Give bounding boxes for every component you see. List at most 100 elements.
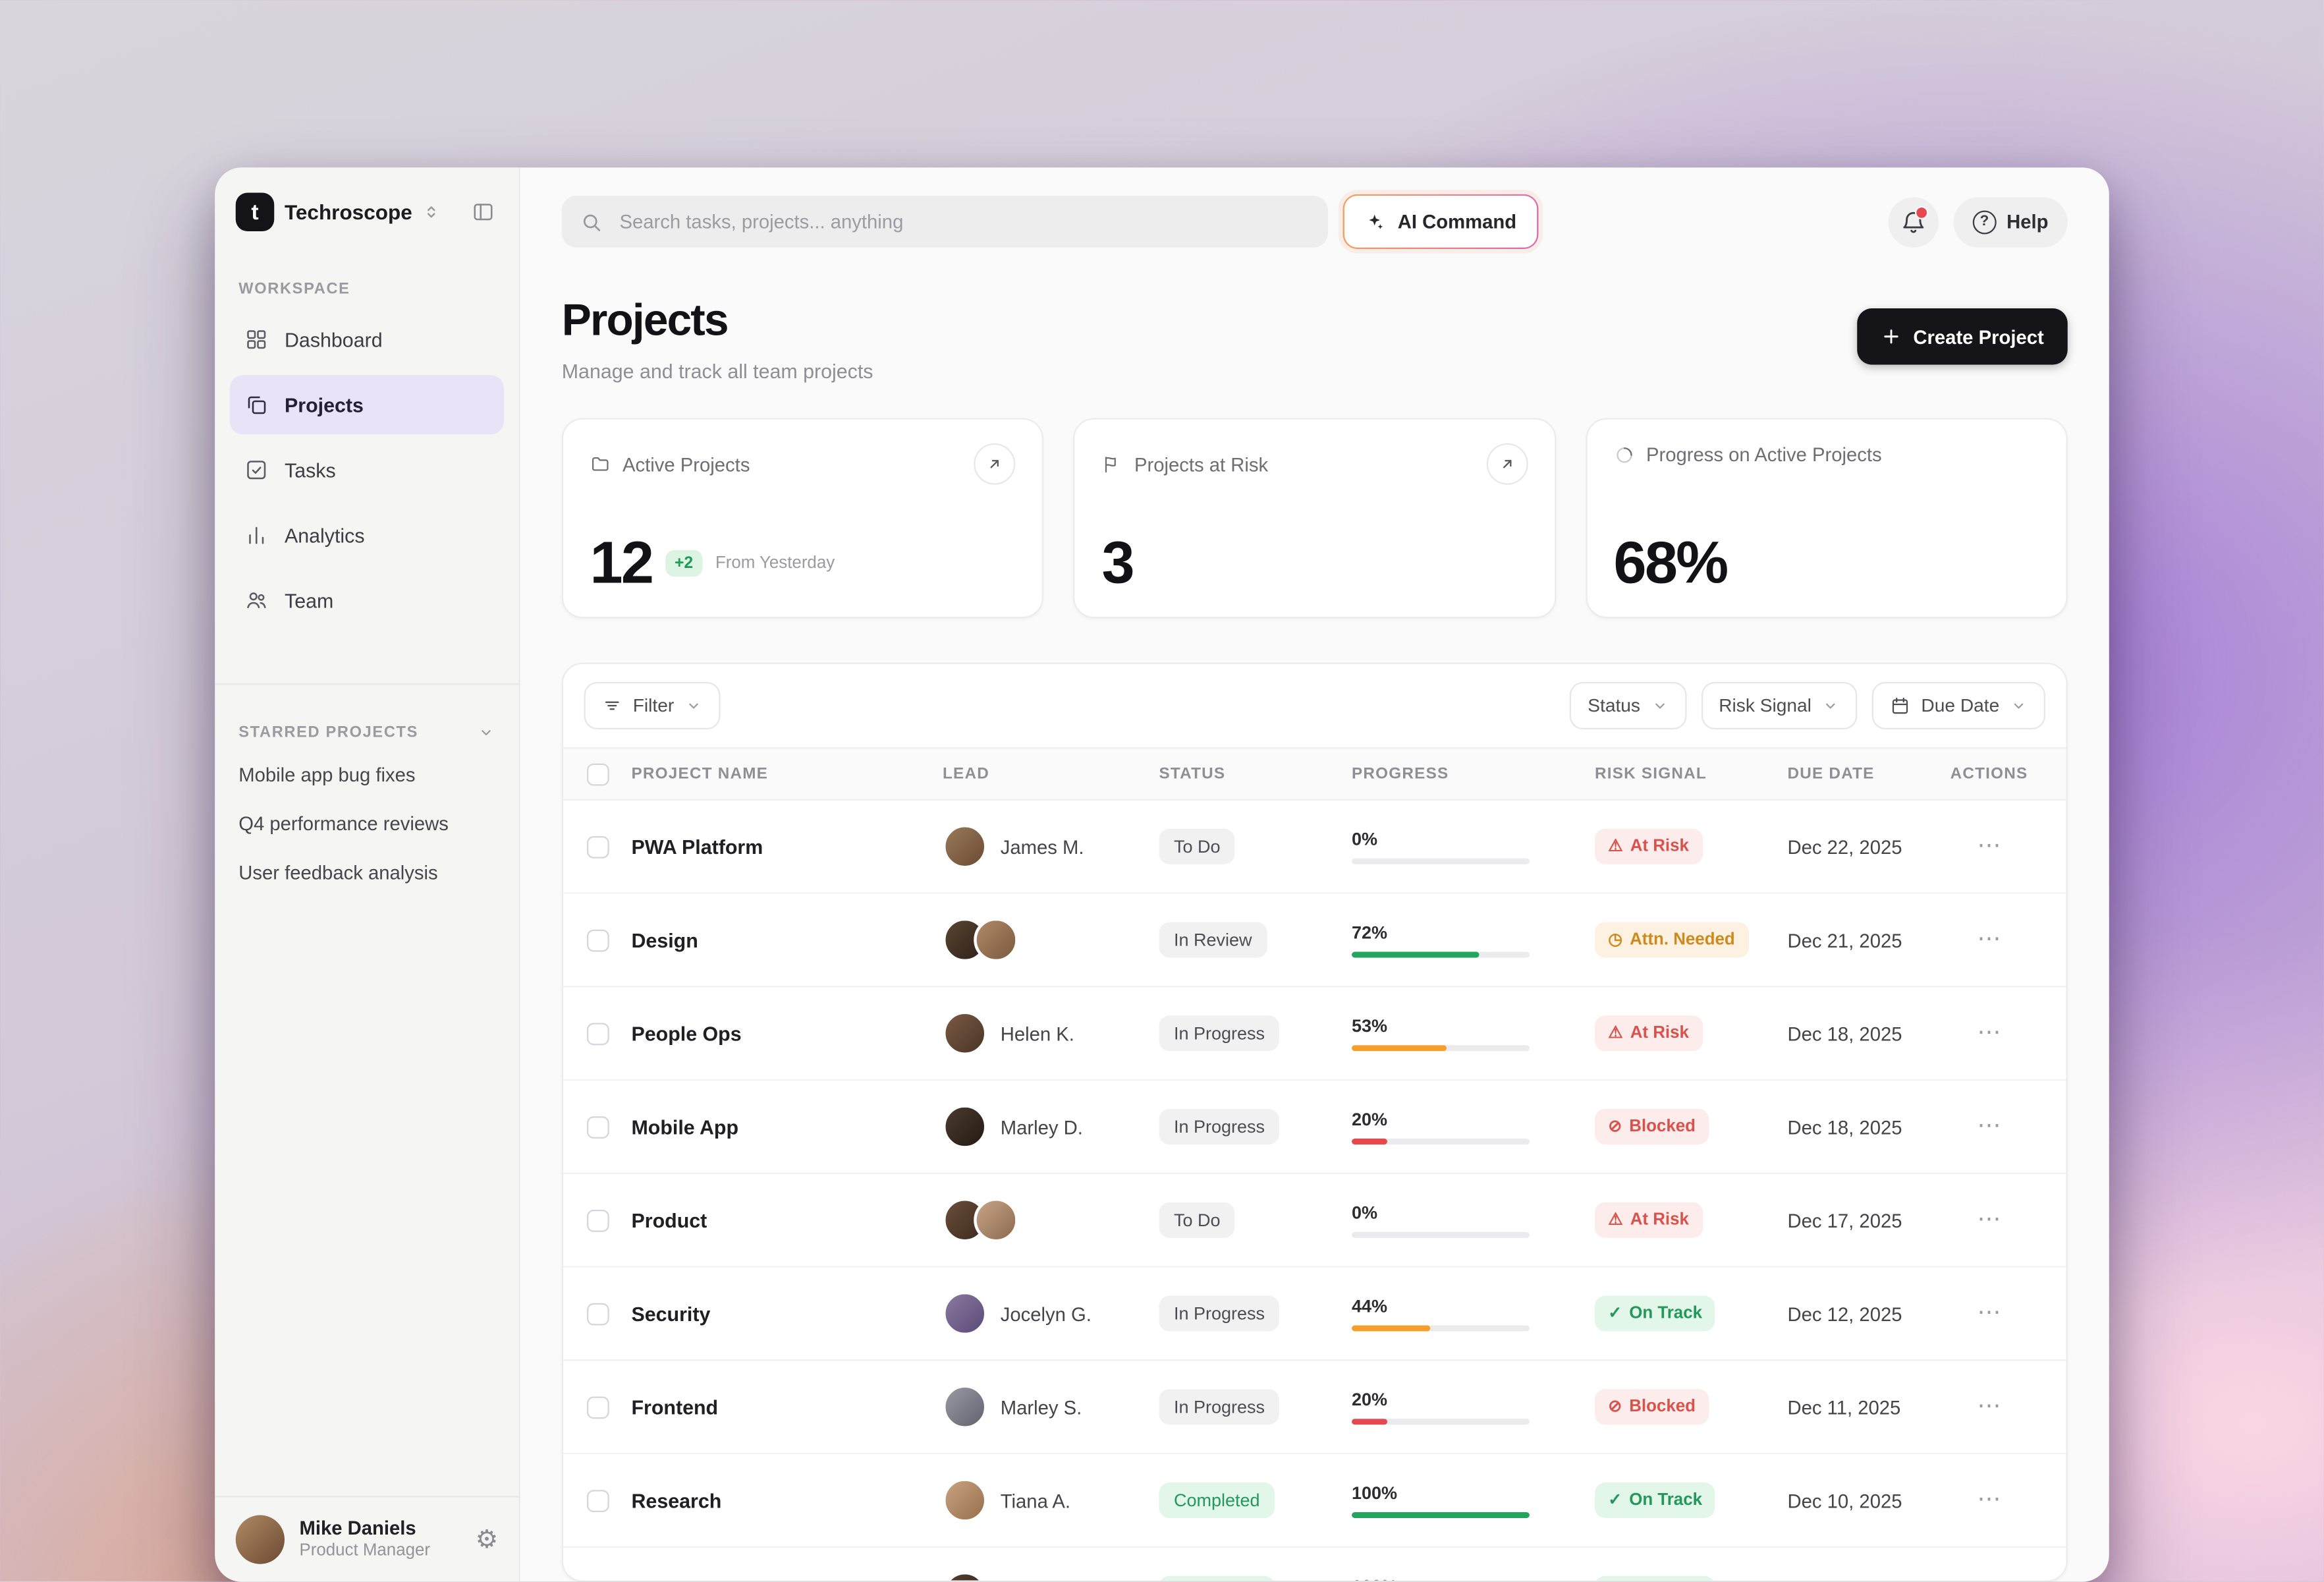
app-logo: t [235,192,275,231]
analytics-icon [244,523,268,547]
due-date-filter-dropdown[interactable]: Due Date [1872,682,2045,729]
workspace-switcher[interactable]: t Techroscope [215,188,518,236]
page-subtitle: Manage and track all team projects [561,360,873,383]
starred-project-item[interactable]: Q4 performance reviews [238,812,449,835]
progress-label: 72% [1352,922,1388,944]
filter-button[interactable]: Filter [584,682,721,729]
project-name: Frontend [631,1396,719,1419]
row-actions-button[interactable]: ⋯ [1977,1394,2001,1419]
sidebar-collapse-button[interactable] [468,197,498,227]
column-header: ACTIONS [1950,765,2028,783]
notification-dot [1914,205,1928,219]
row-checkbox[interactable] [587,1116,609,1138]
stat-cards: Active Projects 12 +2 From Yesterday Pro… [561,418,2068,619]
progress-track [1352,858,1530,864]
table-row[interactable]: Design In Review 72% ◷ Attn. Needed Dec 2… [563,893,2066,988]
user-profile[interactable]: Mike Daniels Product Manager ⚙ [215,1496,519,1582]
row-checkbox[interactable] [587,1022,609,1045]
risk-badge: ⚠ At Risk [1595,1015,1703,1052]
sidebar-item-dashboard[interactable]: Dashboard [230,310,504,369]
starred-projects-header[interactable]: STARRED PROJECTS [215,723,518,741]
starred-project-item[interactable]: Mobile app bug fixes [238,763,416,786]
chevron-down-icon[interactable] [478,723,495,741]
tasks-icon [244,458,268,482]
search-input[interactable] [617,209,1310,235]
stat-card-active-projects: Active Projects 12 +2 From Yesterday [561,418,1044,619]
row-checkbox[interactable] [587,928,609,951]
risk-icon: ⊘ [1608,1117,1622,1135]
projects-table: Filter Status Risk Signal [561,662,2068,1582]
table-row[interactable]: Mobile App Marley D. In Progress 20% ⊘ Bl… [563,1081,2066,1174]
due-date: Dec 17, 2025 [1787,1208,1902,1231]
notifications-button[interactable] [1888,196,1939,247]
folder-icon [590,454,611,475]
risk-icon: ⚠ [1608,1210,1623,1229]
chevrons-up-down-icon[interactable] [422,203,440,221]
lead-name: James M. [1000,835,1084,858]
sidebar-item-team[interactable]: Team [230,571,504,630]
lead-avatars [943,1011,987,1056]
table-toolbar: Filter Status Risk Signal [563,664,2066,747]
sparkle-icon [1365,212,1386,233]
help-icon: ? [1972,210,1997,234]
avatar [943,1571,987,1581]
row-actions-button[interactable]: ⋯ [1977,1486,2001,1512]
progress-cell: 44% [1352,1296,1530,1332]
sidebar-item-label: Dashboard [285,328,383,351]
avatar [943,1478,987,1523]
ai-command-button[interactable]: AI Command [1343,194,1539,249]
row-actions-button[interactable]: ⋯ [1977,833,2001,859]
workspace-section-label: WORKSPACE [238,280,350,298]
row-checkbox[interactable] [587,1396,609,1419]
status-badge: Completed [1159,1575,1275,1581]
column-header: PROJECT NAME [631,765,769,783]
chevron-down-icon [2010,697,2028,715]
select-all-checkbox[interactable] [587,762,609,785]
risk-badge: ✓On Track [1595,1575,1716,1581]
sidebar-item-analytics[interactable]: Analytics [230,505,504,565]
table-row[interactable]: Frontend Marley S. In Progress 20% ⊘ Bloc… [563,1361,2066,1455]
sidebar-item-tasks[interactable]: Tasks [230,440,504,499]
project-name: Mobile App [631,1116,739,1138]
progress-label: 0% [1352,1202,1378,1224]
risk-badge: ⊘ Blocked [1595,1389,1709,1425]
stat-delta-badge: +2 [665,550,702,577]
settings-gear-icon[interactable]: ⚙ [475,1525,498,1554]
create-project-button[interactable]: Create Project [1856,308,2068,365]
open-stat-button[interactable] [974,443,1016,485]
table-row[interactable]: Product To Do 0% ⚠ At Risk Dec 17, 2025 ⋯ [563,1174,2066,1268]
row-checkbox[interactable] [587,835,609,858]
open-stat-button[interactable] [1485,443,1528,485]
due-date: Dec 18, 2025 [1787,1116,1902,1138]
lead-name: Tiana A. [1000,1489,1070,1511]
row-actions-button[interactable]: ⋯ [1977,926,2001,952]
lead-name: Marley S. [1000,1396,1082,1419]
table-row[interactable]: HR Portal Dulce K. Completed 100% ✓On Tr… [563,1548,2066,1581]
sidebar-item-label: Projects [285,393,364,416]
starred-project-item[interactable]: User feedback analysis [238,861,438,884]
risk-signal-filter-dropdown[interactable]: Risk Signal [1701,682,1858,729]
table-row[interactable]: PWA Platform James M. To Do 0% ⚠ At Risk … [563,801,2066,894]
chevron-down-icon [684,697,702,715]
progress-label: 100% [1352,1483,1398,1504]
project-name: Design [631,928,698,951]
sidebar-item-projects[interactable]: Projects [229,375,504,435]
row-actions-button[interactable]: ⋯ [1977,1206,2001,1232]
table-row[interactable]: Research Tiana A. Completed 100% ✓ On Tra… [563,1454,2066,1548]
table-row[interactable]: Security Jocelyn G. In Progress 44% ✓ On … [563,1267,2066,1361]
status-filter-dropdown[interactable]: Status [1570,682,1686,729]
projects-icon [244,393,268,416]
table-row[interactable]: People Ops Helen K. In Progress 53% ⚠ At … [563,987,2066,1081]
lead-avatars [943,1291,987,1336]
help-button[interactable]: ? Help [1953,196,2068,247]
row-checkbox[interactable] [587,1208,609,1231]
row-actions-button[interactable]: ⋯ [1977,1113,2001,1139]
row-actions-button[interactable]: ⋯ [1977,1300,2001,1326]
row-actions-button[interactable]: ⋯ [1977,1020,2001,1046]
row-checkbox[interactable] [587,1489,609,1511]
lead-name: Marley D. [1000,1116,1083,1138]
row-checkbox[interactable] [587,1302,609,1325]
column-header: LEAD [943,765,990,783]
search-bar[interactable] [561,196,1328,248]
